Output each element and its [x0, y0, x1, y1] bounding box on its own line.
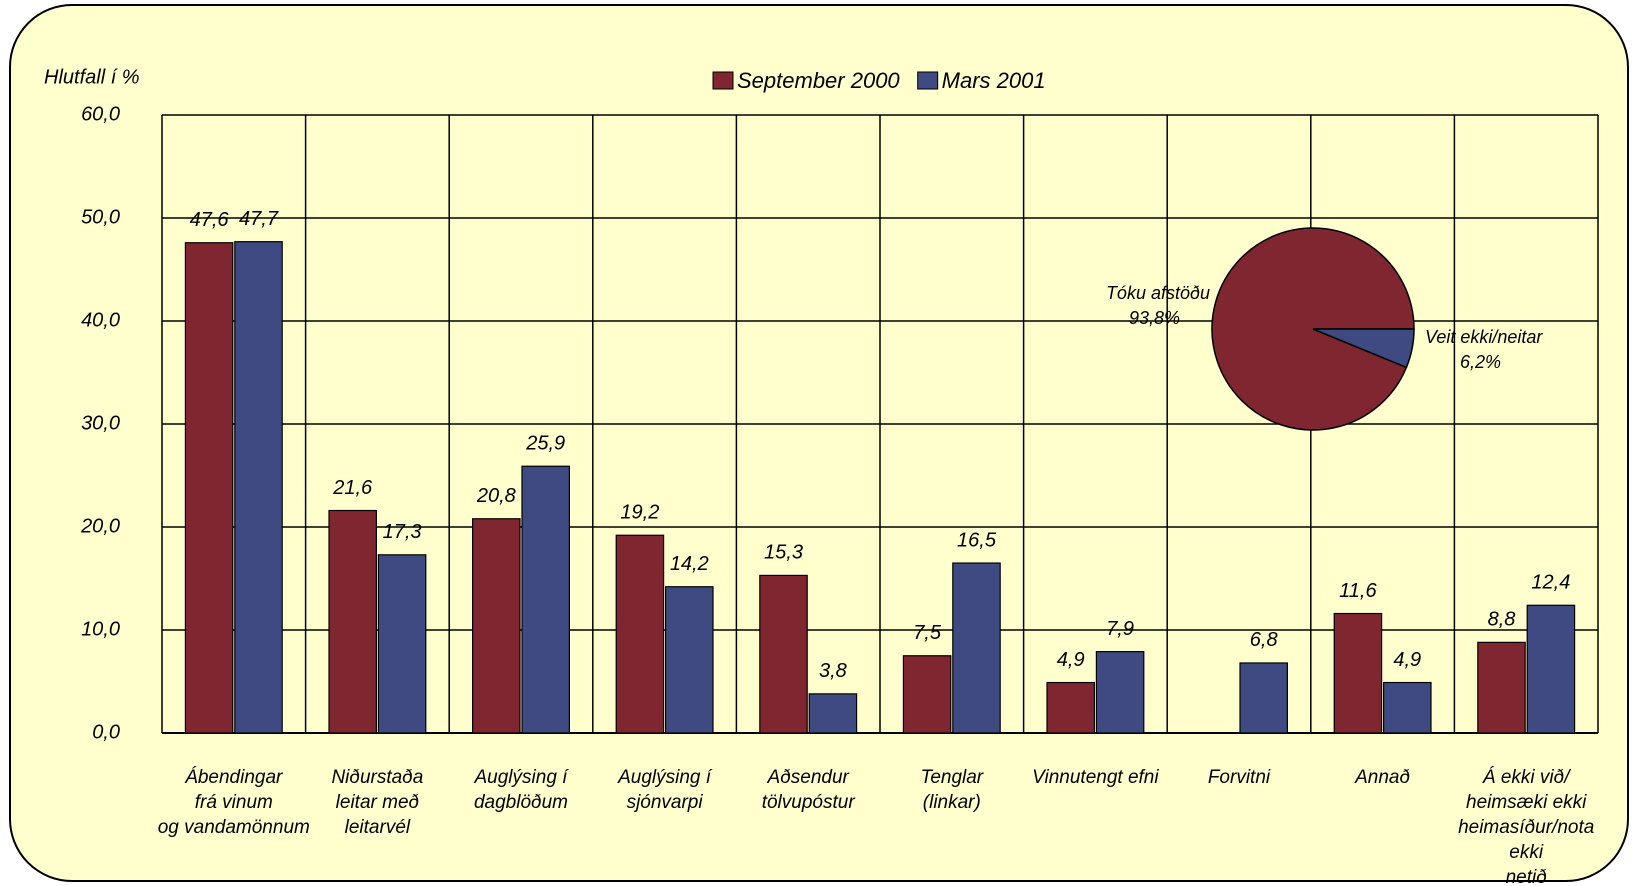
x-tick-label: Á ekki við/ heimsæki ekki heimasíður/not… — [1458, 767, 1595, 886]
data-label: 6,8 — [1250, 629, 1278, 651]
data-label: 16,5 — [957, 529, 997, 551]
x-tick-label: Vinnutengt efni — [1032, 767, 1159, 788]
bar — [1477, 641, 1526, 734]
bar — [1046, 681, 1095, 734]
x-tick-label: Auglýsing í sjónvarpi — [618, 767, 712, 813]
data-label: 17,3 — [383, 521, 422, 543]
legend-label: Mars 2001 — [942, 68, 1046, 93]
y-tick-label: 50,0 — [81, 206, 120, 228]
bar — [1526, 604, 1576, 734]
bar — [1333, 612, 1383, 734]
bar — [521, 465, 570, 734]
legend-swatch — [712, 71, 734, 90]
bar — [952, 562, 1001, 734]
x-tick-label: Ábendingar frá vinum og vandamönnum — [157, 767, 310, 838]
data-label: 19,2 — [620, 502, 659, 524]
x-tick-label: Aðsendur tölvupóstur — [761, 767, 855, 813]
bar — [184, 242, 234, 734]
data-label: 4,9 — [1057, 649, 1085, 671]
bar — [1095, 651, 1145, 734]
data-label: 15,3 — [764, 542, 803, 564]
data-label: 12,4 — [1531, 572, 1570, 594]
data-label: 7,9 — [1106, 618, 1134, 640]
x-tick-label: Forvitni — [1207, 767, 1271, 788]
data-label: 47,6 — [190, 209, 230, 231]
bar — [759, 574, 808, 734]
pie-label: Tóku afstöðu — [1106, 283, 1210, 303]
bar — [902, 655, 952, 734]
data-label: 8,8 — [1488, 609, 1516, 631]
pie-slice — [1312, 328, 1415, 369]
y-tick-label: 40,0 — [81, 309, 120, 331]
bar — [234, 241, 283, 734]
data-label: 11,6 — [1339, 580, 1377, 602]
x-tick-label: Tenglar (linkar) — [920, 767, 984, 813]
x-tick-label: Niðurstaða leitar með leitarvél — [331, 767, 424, 838]
y-axis-label: Hlutfall í % — [44, 66, 140, 88]
data-label: 4,9 — [1393, 649, 1421, 671]
bar — [1382, 681, 1432, 734]
data-label: 20,8 — [476, 485, 516, 507]
data-label: 21,6 — [332, 477, 373, 499]
pie-label: Veit ekki/neitar — [1425, 327, 1543, 347]
legend-label: September 2000 — [737, 68, 900, 93]
bar — [1239, 662, 1288, 734]
bar — [328, 509, 377, 734]
bar — [472, 518, 521, 734]
data-label: 3,8 — [819, 660, 847, 682]
y-tick-label: 10,0 — [81, 618, 120, 640]
data-label: 25,9 — [525, 433, 565, 455]
y-tick-label: 30,0 — [81, 412, 120, 434]
data-label: 14,2 — [670, 553, 709, 575]
legend-swatch — [917, 71, 939, 90]
y-tick-label: 0,0 — [92, 721, 120, 743]
bar — [377, 554, 427, 734]
x-tick-label: Annað — [1355, 767, 1411, 788]
bar — [664, 586, 714, 734]
pie-value-label: 93,8% — [1129, 308, 1180, 328]
y-tick-label: 60,0 — [81, 103, 120, 125]
data-label: 7,5 — [913, 622, 942, 644]
bar — [808, 693, 858, 734]
pie-value-label: 6,2% — [1460, 352, 1501, 372]
x-tick-label: Auglýsing í dagblöðum — [473, 767, 568, 813]
bar — [615, 534, 665, 734]
data-label: 47,7 — [239, 208, 279, 230]
y-tick-label: 20,0 — [80, 515, 120, 537]
